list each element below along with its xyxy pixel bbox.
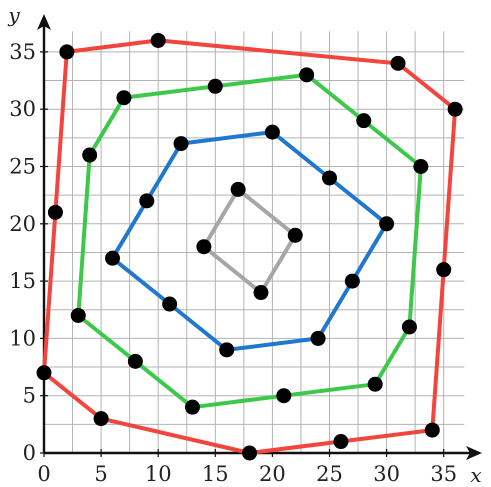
data-point <box>127 353 143 369</box>
y-tick-label: 35 <box>9 40 36 64</box>
data-point <box>70 307 86 323</box>
data-point <box>276 388 292 404</box>
y-tick-label: 20 <box>9 212 36 236</box>
data-point <box>253 285 269 301</box>
x-tick-label: 20 <box>259 462 286 486</box>
x-tick-label: 10 <box>145 462 172 486</box>
x-tick-label: 35 <box>430 462 457 486</box>
series-3 <box>105 124 395 358</box>
data-point <box>59 44 75 60</box>
data-point <box>413 159 429 174</box>
data-point <box>447 101 463 117</box>
data-point <box>344 273 360 289</box>
series-1 <box>36 32 463 461</box>
data-point <box>82 147 98 163</box>
data-point <box>390 55 406 71</box>
x-tick-label: 0 <box>37 462 50 486</box>
series-2 <box>70 67 429 415</box>
series-line <box>110 130 389 352</box>
x-tick-label: 15 <box>202 462 229 486</box>
y-tick-label: 25 <box>9 155 36 179</box>
data-point <box>36 365 52 381</box>
data-point <box>356 113 372 129</box>
series-line <box>201 187 298 295</box>
data-point <box>379 216 395 232</box>
data-point <box>93 411 109 427</box>
x-axis-label: x <box>470 463 481 487</box>
data-point <box>287 227 303 243</box>
data-point <box>264 124 280 140</box>
data-point <box>401 319 417 335</box>
y-tick-label: 15 <box>9 269 36 293</box>
data-point <box>424 422 440 438</box>
y-tick-label: 0 <box>23 441 36 465</box>
data-point <box>139 193 155 209</box>
data-point <box>173 136 189 152</box>
data-point <box>436 262 452 278</box>
x-tick-label: 25 <box>316 462 343 486</box>
data-point <box>333 434 349 450</box>
y-tick-label: 30 <box>9 97 36 121</box>
x-axis-arrow <box>466 446 482 460</box>
y-tick-label: 10 <box>9 326 36 350</box>
series-line <box>42 38 458 455</box>
grid-lines <box>43 31 465 454</box>
data-point <box>230 181 246 197</box>
data-point <box>105 250 121 266</box>
data-point <box>162 296 178 312</box>
data-point <box>299 67 315 83</box>
data-point <box>310 330 326 346</box>
series-group <box>36 32 463 461</box>
y-axis-label: y <box>7 3 20 27</box>
y-tick-label: 5 <box>23 384 36 408</box>
data-point <box>184 399 200 415</box>
y-axis-arrow <box>37 14 51 30</box>
x-tick-label: 5 <box>94 462 107 486</box>
data-point <box>47 204 63 220</box>
data-point <box>207 78 223 94</box>
data-point <box>196 239 212 255</box>
data-point <box>116 90 132 106</box>
series-4 <box>196 181 303 301</box>
data-point <box>219 342 235 358</box>
data-point <box>150 32 166 48</box>
x-tick-label: 30 <box>373 462 400 486</box>
data-point <box>322 170 337 186</box>
data-point <box>367 376 383 392</box>
data-point <box>242 445 258 461</box>
tick-labels: 0 5 10 15 20 25 30 35 0 5 10 15 20 25 30 35 <box>9 40 457 486</box>
